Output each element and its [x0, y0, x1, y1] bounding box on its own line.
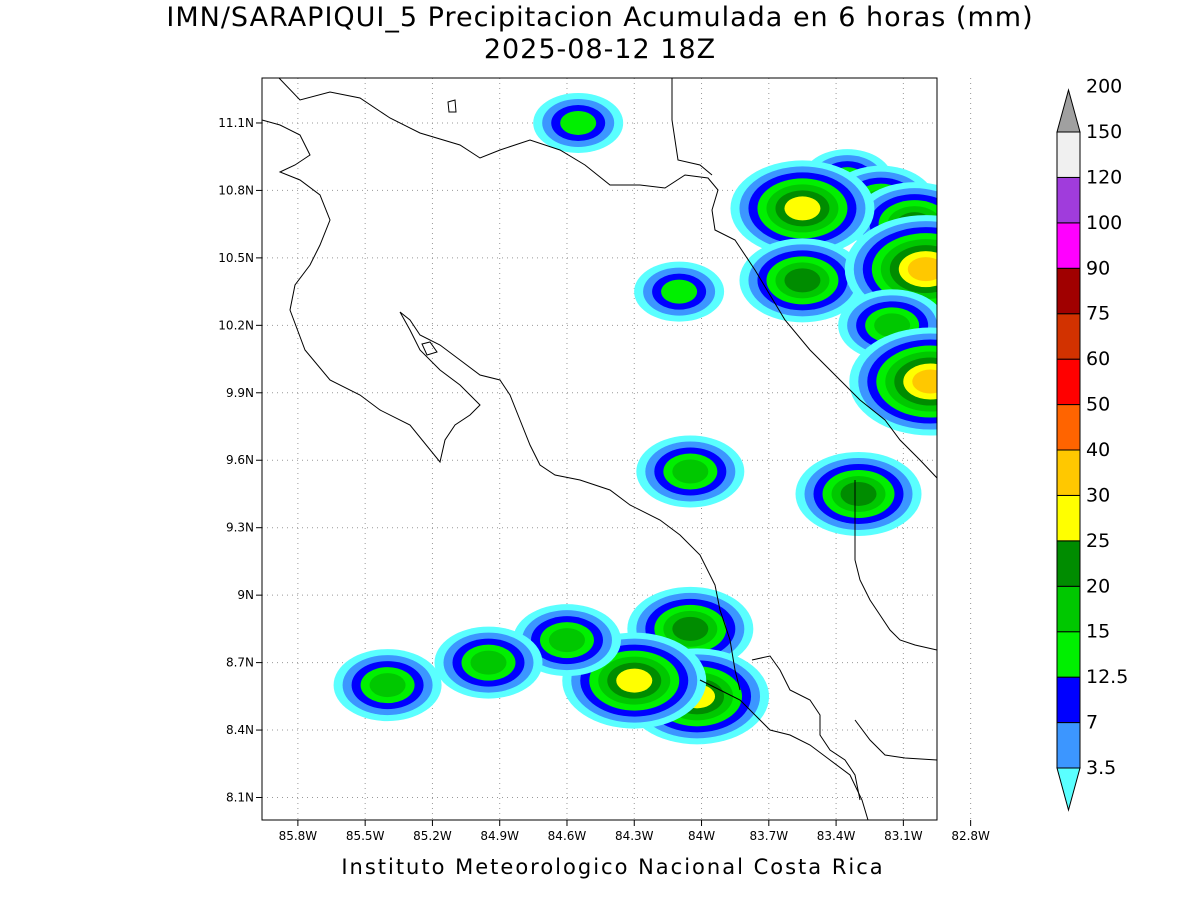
colorbar-label: 12.5: [1086, 666, 1128, 688]
colorbar-label: 150: [1086, 121, 1122, 143]
precip-contour: [560, 110, 597, 135]
lon-tick-label: 84.9W: [480, 829, 519, 843]
lat-tick-label: 9N: [237, 588, 254, 602]
colorbar-segment: [1056, 358, 1081, 406]
lat-tick-label: 10.8N: [218, 183, 254, 197]
colorbar-label: 7: [1086, 712, 1098, 734]
lon-tick-label: 83.7W: [750, 829, 789, 843]
precip-contour: [616, 668, 653, 693]
lon-tick-label: 83.4W: [817, 829, 856, 843]
colorbar-segment: [1056, 222, 1081, 269]
colorbar-label: 15: [1086, 621, 1110, 643]
colorbar-label: 25: [1086, 530, 1110, 552]
precip-contour: [369, 673, 406, 698]
colorbar-segment: [1056, 676, 1081, 724]
lon-tick-label: 85.8W: [279, 829, 318, 843]
map-title: IMN/SARAPIQUI_5 Precipitacion Acumulada …: [166, 2, 1034, 33]
lat-tick-label: 10.2N: [218, 318, 254, 332]
precip-contour: [470, 650, 507, 675]
lon-tick-label: 85.5W: [346, 829, 385, 843]
coastline: [262, 78, 937, 820]
lat-tick-label: 8.4N: [226, 723, 254, 737]
lat-tick-label: 10.5N: [218, 251, 254, 265]
precip-contour: [784, 196, 821, 221]
colorbar-segment: [1056, 313, 1081, 360]
precip-field: [333, 92, 937, 745]
colorbar-segment: [1056, 88, 1081, 133]
lon-tick-label: 85.2W: [413, 829, 452, 843]
colorbar-segment: [1056, 722, 1081, 769]
precip-contour: [840, 481, 877, 506]
lat-tick-label: 9.9N: [226, 386, 254, 400]
colorbar-segment: [1056, 131, 1081, 178]
colorbar-label: 75: [1086, 303, 1110, 325]
colorbar-label: 30: [1086, 484, 1110, 506]
colorbar-segment: [1056, 585, 1081, 633]
lat-tick-label: 9.6N: [226, 453, 254, 467]
map-subtitle: 2025-08-12 18Z: [483, 34, 717, 65]
lat-tick-label: 8.1N: [226, 791, 254, 805]
lon-tick-label: 84W: [688, 829, 715, 843]
colorbar-segment: [1056, 767, 1081, 812]
precip-contour: [661, 279, 698, 304]
colorbar-label: 200: [1086, 76, 1122, 98]
colorbar-segment: [1056, 540, 1081, 587]
lat-tick-label: 9.3N: [226, 521, 254, 535]
precip-contour: [907, 257, 937, 282]
precip-contour: [672, 459, 709, 484]
colorbar-label: 60: [1086, 348, 1110, 370]
colorbar-label: 50: [1086, 394, 1110, 416]
colorbar-label: 100: [1086, 212, 1122, 234]
precip-contour: [784, 268, 821, 293]
colorbar-segment: [1056, 449, 1081, 496]
precip-contour: [548, 628, 585, 653]
colorbar-segment: [1056, 404, 1081, 451]
lat-tick-label: 8.7N: [226, 656, 254, 670]
colorbar-label: 40: [1086, 439, 1110, 461]
map-frame: [261, 77, 938, 821]
lat-tick-label: 11.1N: [218, 116, 254, 130]
lon-tick-label: 83.1W: [884, 829, 923, 843]
colorbar: 3.5 7 12.5 15 20 25 30 40 50 60 75 90 100 120 150 200: [1056, 76, 1128, 812]
colorbar-label: 90: [1086, 257, 1110, 279]
colorbar-label: 20: [1086, 575, 1110, 597]
colorbar-segment: [1056, 267, 1081, 315]
colorbar-segment: [1056, 176, 1081, 224]
lon-tick-label: 84.6W: [548, 829, 587, 843]
lon-tick-label: 82.8W: [951, 829, 990, 843]
colorbar-segment: [1056, 631, 1081, 678]
colorbar-label: 3.5: [1086, 757, 1116, 779]
lon-tick-label: 84.3W: [615, 829, 654, 843]
precip-contour: [912, 369, 937, 394]
colorbar-label: 120: [1086, 166, 1122, 188]
colorbar-segment: [1056, 494, 1081, 542]
footer-credit: Instituto Meteorologico Nacional Costa R…: [341, 855, 885, 879]
precip-contour: [672, 616, 709, 641]
map-axes: 11.1N 10.8N 10.5N 10.2N 9.9N 9.6N 9.3N 9N 8.7N 8.…: [218, 116, 990, 843]
